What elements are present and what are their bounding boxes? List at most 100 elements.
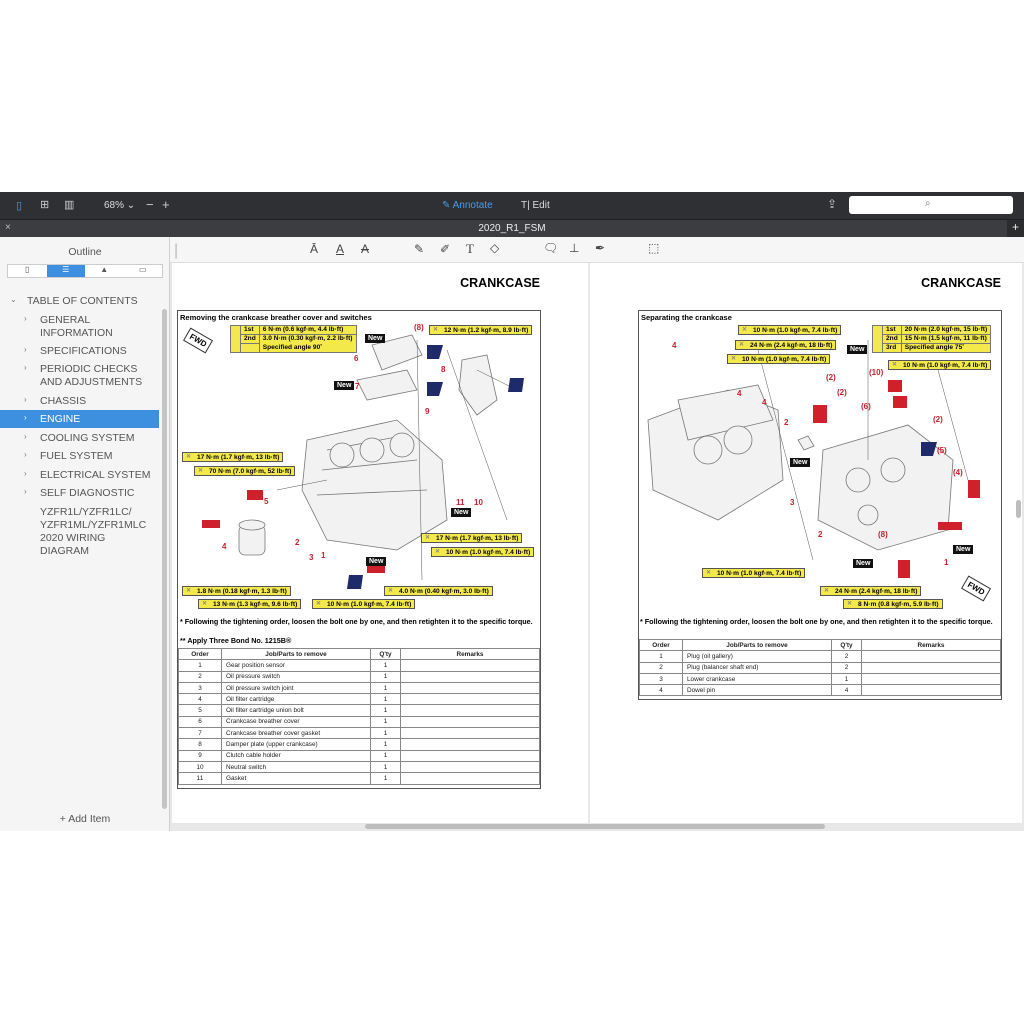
- drag-handle[interactable]: |: [174, 242, 179, 259]
- outline-item[interactable]: COOLING SYSTEM: [40, 432, 135, 444]
- stamp-icon[interactable]: ⊥: [569, 241, 580, 255]
- chevron-right-icon[interactable]: ›: [24, 413, 27, 422]
- torque-label: 24 N·m (2.4 kgf·m, 18 lb·ft): [735, 340, 837, 350]
- eraser-icon[interactable]: ✐: [440, 242, 451, 256]
- annotation-toolbar: | Ā A A ✎ ✐ T ◇ 🗨 ⊥ ✒ ⬚: [170, 237, 1024, 263]
- table-row: 10 Neutral switch 1: [178, 760, 540, 774]
- chevron-right-icon[interactable]: ›: [24, 314, 27, 323]
- table-cell: 7: [178, 727, 222, 740]
- table-cell: [400, 659, 540, 672]
- chevron-right-icon[interactable]: ›: [24, 432, 27, 441]
- pencil-icon[interactable]: ✎: [414, 242, 425, 256]
- signature-icon[interactable]: ✒: [595, 241, 606, 255]
- column-header: Order: [639, 638, 683, 652]
- sidebar-toggle-icon[interactable]: ▯: [16, 200, 23, 212]
- bookmark-tab-icon[interactable]: ▯: [25, 265, 30, 274]
- note-icon[interactable]: 🗨: [543, 241, 559, 255]
- add-item-button[interactable]: + Add Item: [59, 813, 111, 825]
- outline-item[interactable]: SELF DIAGNOSTIC: [40, 487, 135, 499]
- highlight-text-icon[interactable]: Ā: [310, 242, 319, 256]
- outline-sidebar: Outline ▯ ☰ ▲ ▭ ⌄ TABLE OF CONTENTS › GEN…: [0, 237, 170, 831]
- table-row: 4 Oil filter cartridge 1: [178, 693, 540, 706]
- vertical-scrollbar[interactable]: [1016, 500, 1021, 518]
- table-cell: 1: [178, 659, 222, 672]
- zoom-select[interactable]: 68% ⌄: [104, 200, 136, 211]
- chevron-right-icon[interactable]: ›: [24, 469, 27, 478]
- close-tab-icon[interactable]: ×: [5, 222, 11, 233]
- chevron-right-icon[interactable]: ›: [24, 487, 27, 496]
- table-row: 3 Oil pressure switch joint 1: [178, 681, 540, 695]
- thumbnails-icon[interactable]: ⊞: [40, 199, 50, 211]
- outline-item[interactable]: YZFR1L/YZFR1LC/ YZFR1ML/YZFR1MLC 2020 WI…: [40, 506, 147, 557]
- table-row: 1 Gear position sensor 1: [178, 659, 540, 672]
- strikethrough-icon[interactable]: A: [361, 242, 370, 256]
- outline-root[interactable]: TABLE OF CONTENTS: [27, 295, 138, 307]
- selection-icon[interactable]: ⬚: [648, 241, 660, 255]
- sidebar-title: Outline: [68, 246, 102, 258]
- text-box-icon[interactable]: T: [466, 241, 474, 256]
- section-heading: Removing the crankcase breather cover an…: [180, 313, 372, 322]
- outline-item[interactable]: FUEL SYSTEM: [40, 450, 113, 462]
- torque-label: 13 N·m (1.3 kgf·m, 9.6 lb·ft): [198, 599, 302, 609]
- horizontal-scrollbar[interactable]: [365, 824, 825, 829]
- sidebar-scrollbar[interactable]: [162, 309, 167, 809]
- table-cell: 1: [370, 772, 401, 785]
- outline-item-label: ENGINE: [40, 413, 81, 425]
- table-cell: [400, 704, 540, 717]
- footnote: ** Apply Three Bond No. 1215B®: [180, 636, 292, 645]
- table-cell: 1: [370, 693, 401, 706]
- torque-value: 20 N·m (2.0 kgf·m, 15 lb·ft): [900, 325, 992, 335]
- table-cell: Clutch cable holder: [221, 749, 371, 762]
- outline-tab-icon[interactable]: ☰: [46, 265, 85, 277]
- chevron-right-icon[interactable]: ›: [24, 395, 27, 404]
- table-cell: 4: [831, 684, 862, 697]
- zoom-in-button[interactable]: +: [162, 197, 170, 212]
- column-header: Job/Parts to remove: [221, 647, 371, 661]
- torque-label: 1.8 N·m (0.18 kgf·m, 1.3 lb·ft): [182, 586, 291, 596]
- table-cell: 1: [370, 738, 401, 751]
- new-badge: New: [853, 559, 874, 568]
- annotate-button[interactable]: ✎ Annotate: [442, 200, 493, 211]
- edit-button[interactable]: T| Edit: [521, 200, 550, 211]
- table-cell: 2: [831, 661, 862, 674]
- annotations-tab-icon[interactable]: ▲: [100, 265, 109, 274]
- underline-icon[interactable]: A: [336, 242, 345, 256]
- chevron-right-icon[interactable]: ›: [24, 345, 27, 354]
- table-cell: 1: [831, 672, 862, 686]
- torque-label: 10 N·m (1.0 kgf·m, 7.4 lb·ft): [431, 547, 535, 557]
- chevron-right-icon[interactable]: ›: [24, 450, 27, 459]
- zoom-out-button[interactable]: −: [146, 197, 154, 212]
- new-tab-button[interactable]: +: [1007, 220, 1024, 237]
- crankcase-separation-diagram: [647, 340, 980, 578]
- pages-tab-icon[interactable]: ▭: [138, 265, 147, 274]
- outline-item[interactable]: PERIODIC CHECKS AND ADJUSTMENTS: [40, 363, 143, 388]
- torque-step: 3rd: [882, 343, 902, 353]
- torque-label: 12 N·m (1.2 kgf·m, 8.9 lb·ft): [429, 325, 533, 335]
- document-tab-title[interactable]: 2020_R1_FSM: [478, 223, 546, 234]
- table-row: 7 Crankcase breather cover gasket 1: [178, 727, 540, 740]
- torque-label: 10 N·m (1.0 kgf·m, 7.4 lb·ft): [312, 599, 416, 609]
- outline-item[interactable]: GENERAL INFORMATION: [40, 314, 113, 339]
- shapes-icon[interactable]: ◇: [490, 241, 500, 255]
- new-badge: New: [365, 334, 386, 343]
- table-cell: 2: [178, 670, 222, 683]
- table-cell: [400, 670, 540, 683]
- table-cell: Gasket: [221, 772, 371, 785]
- table-cell: 1: [370, 681, 401, 695]
- two-page-icon[interactable]: ▥: [64, 199, 75, 211]
- chevron-right-icon[interactable]: ›: [24, 363, 27, 372]
- table-row: 2 Plug (balancer shaft end) 2: [639, 661, 1001, 674]
- table-cell: Damper plate (upper crankcase): [221, 738, 371, 751]
- share-icon[interactable]: ⇪: [827, 197, 838, 211]
- table-cell: Oil filter cartridge union bolt: [221, 704, 371, 717]
- chevron-down-icon[interactable]: ⌄: [10, 295, 17, 304]
- outline-item[interactable]: CHASSIS: [40, 395, 87, 407]
- outline-item[interactable]: ELECTRICAL SYSTEM: [40, 469, 151, 481]
- table-cell: Gear position sensor: [221, 659, 371, 672]
- torque-value: 15 N·m (1.5 kgf·m, 11 lb·ft): [900, 334, 992, 344]
- page-title: CRANKCASE: [460, 276, 540, 290]
- outline-item-selected[interactable]: › ENGINE: [0, 410, 159, 428]
- search-input[interactable]: ⌕: [849, 196, 1013, 214]
- outline-item[interactable]: SPECIFICATIONS: [40, 345, 127, 357]
- table-cell: 1: [370, 715, 401, 729]
